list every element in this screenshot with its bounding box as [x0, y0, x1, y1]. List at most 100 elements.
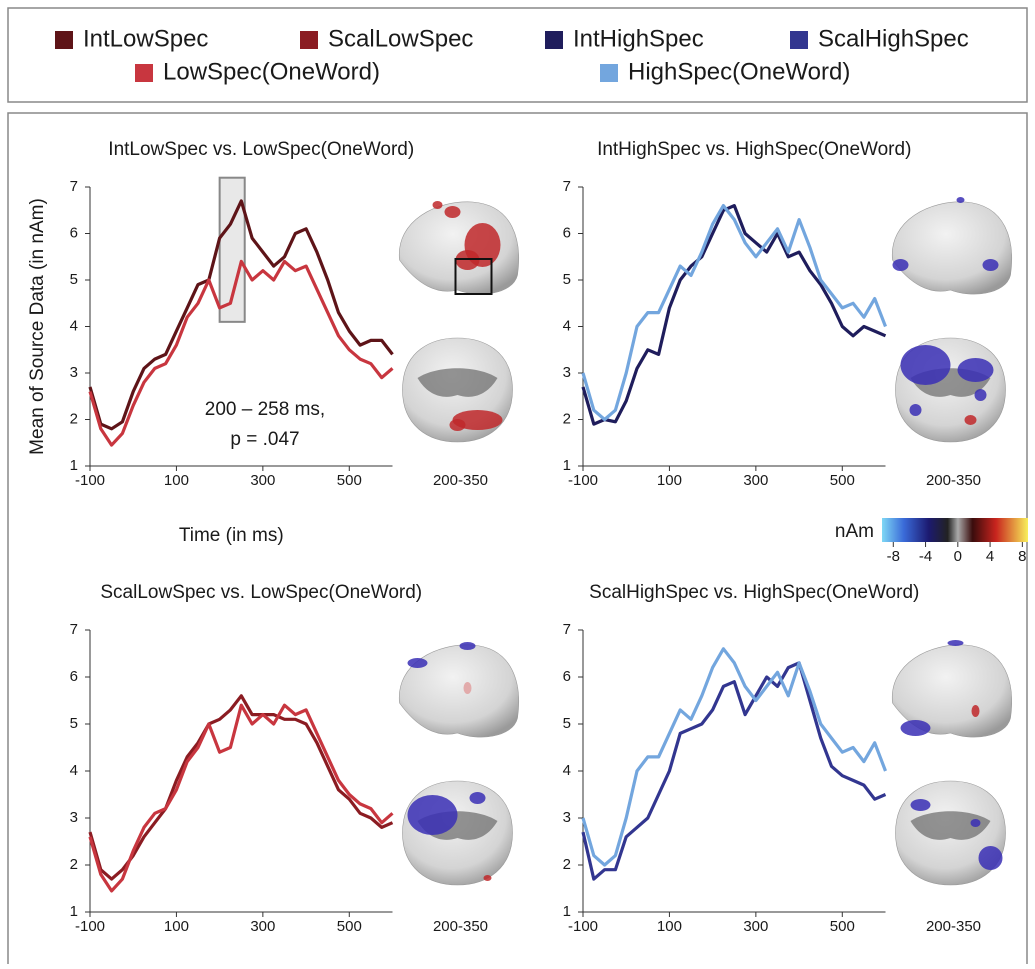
- y-tick-label: 6: [563, 668, 571, 685]
- activation-blob: [450, 419, 466, 431]
- y-tick-label: 4: [70, 317, 78, 334]
- x-tick-label: 500: [337, 918, 362, 935]
- y-tick-label: 7: [70, 621, 78, 638]
- activation-blob: [445, 206, 461, 218]
- y-tick-label: 3: [563, 364, 571, 381]
- annotation: p = .047: [230, 429, 299, 450]
- activation-blob: [979, 846, 1003, 870]
- legend-swatch: [545, 31, 563, 49]
- colorbar-tick-label: 8: [1018, 548, 1026, 565]
- activation-blob: [957, 197, 965, 203]
- x-tick-label: -100: [568, 918, 598, 935]
- legend-label: IntLowSpec: [83, 25, 208, 52]
- brain-time-label: 200-350: [926, 918, 981, 935]
- activation-blob: [948, 640, 964, 646]
- legend-swatch: [600, 64, 618, 82]
- y-tick-label: 3: [563, 809, 571, 826]
- activation-blob: [983, 259, 999, 271]
- y-tick-label: 4: [563, 762, 571, 779]
- activation-blob: [464, 682, 472, 694]
- x-tick-label: -100: [568, 472, 598, 489]
- activation-blob: [433, 201, 443, 209]
- y-tick-label: 5: [563, 271, 571, 288]
- x-tick-label: 500: [337, 472, 362, 489]
- x-tick-label: 500: [830, 472, 855, 489]
- legend-label: IntHighSpec: [573, 25, 704, 52]
- activation-blob: [910, 404, 922, 416]
- brain-coronal: [403, 781, 513, 885]
- brain-coronal: [896, 338, 1006, 442]
- activation-blob: [484, 875, 492, 881]
- colorbar-tick-label: -4: [919, 548, 932, 565]
- activation-blob: [975, 389, 987, 401]
- y-tick-label: 2: [563, 410, 571, 427]
- legend-label: ScalHighSpec: [818, 25, 969, 52]
- annotation: 200 – 258 ms,: [205, 399, 325, 420]
- legend-label: ScalLowSpec: [328, 25, 473, 52]
- activation-blob: [408, 795, 458, 835]
- y-tick-label: 2: [70, 410, 78, 427]
- y-tick-label: 5: [70, 271, 78, 288]
- activation-blob: [408, 658, 428, 668]
- brain-time-label: 200-350: [433, 472, 488, 489]
- chart-title: IntHighSpec vs. HighSpec(OneWord): [597, 139, 911, 160]
- activation-blob: [972, 705, 980, 717]
- legend-swatch: [55, 31, 73, 49]
- activation-blob: [460, 642, 476, 650]
- brain-time-label: 200-350: [433, 918, 488, 935]
- x-tick-label: 300: [250, 472, 275, 489]
- chart-title: ScalLowSpec vs. LowSpec(OneWord): [100, 582, 422, 603]
- colorbar-tick-label: -8: [887, 548, 900, 565]
- x-axis-label: Time (in ms): [179, 525, 284, 546]
- brain-coronal: [403, 338, 513, 442]
- activation-blob: [958, 358, 994, 382]
- activation-blob: [965, 415, 977, 425]
- x-tick-label: -100: [75, 472, 105, 489]
- y-tick-label: 2: [563, 856, 571, 873]
- y-tick-label: 4: [563, 317, 571, 334]
- colorbar: [882, 518, 1028, 542]
- activation-blob: [911, 799, 931, 811]
- y-tick-label: 7: [563, 178, 571, 195]
- x-tick-label: 100: [657, 918, 682, 935]
- chart-title: ScalHighSpec vs. HighSpec(OneWord): [589, 582, 919, 603]
- legend-swatch: [300, 31, 318, 49]
- colorbar-label: nAm: [835, 521, 874, 542]
- activation-blob: [470, 792, 486, 804]
- x-tick-label: 100: [657, 472, 682, 489]
- legend-swatch: [135, 64, 153, 82]
- y-tick-label: 3: [70, 364, 78, 381]
- y-tick-label: 4: [70, 762, 78, 779]
- y-tick-label: 7: [70, 178, 78, 195]
- page: {"legend": [ {"name": "IntLowSpec", "col…: [0, 0, 1035, 969]
- x-tick-label: 300: [250, 918, 275, 935]
- activation-blob: [901, 720, 931, 736]
- panel-box: [8, 113, 1027, 964]
- figure: IntLowSpec ScalLowSpec IntHighSpec ScalHigh…: [0, 0, 1035, 964]
- y-axis-label: Mean of Source Data (in nAm): [27, 198, 48, 455]
- y-tick-label: 7: [563, 621, 571, 638]
- x-tick-label: -100: [75, 918, 105, 935]
- activation-blob: [971, 819, 981, 827]
- legend-swatch: [790, 31, 808, 49]
- colorbar-tick-label: 4: [986, 548, 994, 565]
- x-tick-label: 300: [743, 918, 768, 935]
- y-tick-label: 6: [70, 668, 78, 685]
- y-tick-label: 5: [70, 715, 78, 732]
- legend-box: [8, 8, 1027, 102]
- x-tick-label: 100: [164, 918, 189, 935]
- y-tick-label: 3: [70, 809, 78, 826]
- colorbar-tick-label: 0: [954, 548, 962, 565]
- activation-blob: [901, 345, 951, 385]
- brain-coronal: [896, 781, 1006, 885]
- chart-title: IntLowSpec vs. LowSpec(OneWord): [108, 139, 414, 160]
- legend-label: LowSpec(OneWord): [163, 58, 380, 85]
- y-tick-label: 6: [563, 224, 571, 241]
- activation-blob: [893, 259, 909, 271]
- x-tick-label: 300: [743, 472, 768, 489]
- legend-label: HighSpec(OneWord): [628, 58, 850, 85]
- x-tick-label: 100: [164, 472, 189, 489]
- brain-time-label: 200-350: [926, 472, 981, 489]
- y-tick-label: 2: [70, 856, 78, 873]
- x-tick-label: 500: [830, 918, 855, 935]
